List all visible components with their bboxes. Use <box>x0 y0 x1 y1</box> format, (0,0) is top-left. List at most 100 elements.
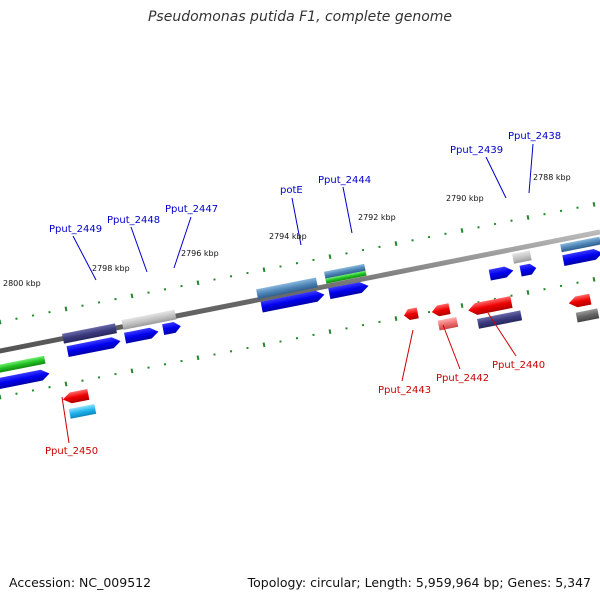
label-leader-line <box>401 329 414 382</box>
tick-lower <box>196 355 200 361</box>
tick-marks <box>0 201 596 400</box>
gene-bar-dark[interactable] <box>575 308 600 323</box>
gene-label-forward[interactable]: Pput_2439 <box>450 145 503 156</box>
gene-cds-arrow[interactable] <box>328 281 369 300</box>
tick-lower <box>246 346 249 350</box>
tick-upper <box>163 288 167 291</box>
tick-lower <box>31 389 35 392</box>
gene-bar-navy[interactable] <box>62 323 117 344</box>
kbp-label: 2800 kbp <box>3 279 41 288</box>
tick-lower <box>213 353 216 356</box>
kbp-label: 2796 kbp <box>181 249 219 258</box>
tick-upper <box>345 252 348 255</box>
tick-upper <box>559 209 563 213</box>
tick-lower <box>361 323 365 327</box>
kbp-labels: 2800 kbp 2798 kbp 2796 kbp 2794 kbp 2792 kbp… <box>3 173 571 288</box>
gene-label-forward[interactable]: Pput_2438 <box>508 131 561 142</box>
gene-bar-gray[interactable] <box>121 309 177 330</box>
gene-bar-steel[interactable] <box>256 277 318 300</box>
label-leader-line <box>528 143 534 194</box>
gene-label-forward[interactable]: Pput_2444 <box>318 175 371 186</box>
tick-upper <box>15 317 18 320</box>
gene-cds-arrow[interactable] <box>162 321 182 336</box>
gene-label-reverse[interactable]: Pput_2443 <box>378 385 431 396</box>
kbp-label: 2790 kbp <box>446 194 484 203</box>
gene-label-reverse[interactable]: Pput_2440 <box>492 360 545 371</box>
tick-lower <box>378 320 381 324</box>
tick-lower <box>81 379 84 382</box>
label-leader-line <box>485 156 507 199</box>
genome-stats: Topology: circular; Length: 5,959,964 bp… <box>247 575 591 590</box>
tick-lower <box>15 392 18 395</box>
gene-label-forward[interactable]: potE <box>280 185 303 196</box>
tick-lower <box>180 359 183 363</box>
tick-upper <box>510 219 513 222</box>
gene-label-forward[interactable]: Pput_2448 <box>107 215 160 226</box>
tick-upper <box>411 239 414 242</box>
tick-upper <box>246 271 249 275</box>
gene-bar-cyan[interactable] <box>68 403 97 419</box>
gene-cds-arrow[interactable] <box>467 296 513 316</box>
gene-label-reverse[interactable]: Pput_2450 <box>45 446 98 457</box>
gene-bar-gray[interactable] <box>512 250 532 264</box>
gene-bar-green[interactable] <box>325 270 367 284</box>
tick-lower <box>559 284 563 288</box>
gene-bar-steel[interactable] <box>323 263 366 279</box>
tick-upper <box>81 304 84 307</box>
gene-cds-arrow[interactable] <box>0 368 51 391</box>
tick-upper <box>0 319 2 325</box>
tick-lower <box>147 366 150 369</box>
gene-cds-arrow[interactable] <box>62 389 90 405</box>
tick-lower <box>345 327 348 330</box>
tick-lower <box>97 376 101 379</box>
tick-upper <box>592 201 596 207</box>
gene-bar-steel[interactable] <box>560 236 600 253</box>
tick-lower <box>460 303 464 308</box>
kbp-label: 2794 kbp <box>269 232 307 241</box>
gene-label-forward[interactable]: Pput_2447 <box>165 204 218 215</box>
gene-cds-arrow[interactable] <box>519 263 538 277</box>
label-leader-line <box>130 226 148 273</box>
tick-upper <box>576 206 579 209</box>
tick-lower <box>163 363 167 366</box>
tick-upper <box>493 222 497 226</box>
gene-cds-arrow[interactable] <box>562 247 600 266</box>
tick-upper <box>543 213 546 216</box>
gene-cds-arrow[interactable] <box>488 265 515 281</box>
tick-upper <box>295 262 299 265</box>
tick-upper <box>64 306 68 312</box>
label-leaders <box>61 143 534 444</box>
tick-upper <box>213 278 216 281</box>
gene-cds-arrow[interactable] <box>124 326 159 344</box>
tick-lower <box>394 316 398 321</box>
tick-upper <box>427 235 431 239</box>
tick-lower <box>0 394 2 400</box>
tick-upper <box>114 297 117 301</box>
kbp-label: 2798 kbp <box>92 264 130 273</box>
forward-genes <box>0 236 600 391</box>
tick-lower <box>114 372 117 376</box>
feature-track <box>0 236 600 419</box>
gene-bar-navy[interactable] <box>477 310 523 329</box>
tick-upper <box>97 301 101 304</box>
tick-upper <box>361 248 365 252</box>
label-leader-line <box>442 324 461 370</box>
gene-cds-arrow[interactable] <box>66 336 122 358</box>
gene-label-reverse[interactable]: Pput_2442 <box>436 373 489 384</box>
gene-bar-pink[interactable] <box>437 316 459 331</box>
tick-lower <box>592 276 596 282</box>
gene-cds-arrow[interactable] <box>260 289 326 313</box>
gene-cds-arrow[interactable] <box>403 307 419 321</box>
gene-bar-green[interactable] <box>0 355 46 374</box>
tick-upper <box>196 280 200 286</box>
gene-cds-arrow[interactable] <box>568 293 592 309</box>
gene-label-forward[interactable]: Pput_2449 <box>49 224 102 235</box>
gene-cds-arrow[interactable] <box>431 303 451 317</box>
tick-upper <box>312 258 315 262</box>
tick-lower <box>427 310 431 314</box>
tick-lower <box>328 329 332 335</box>
label-leader-line <box>487 312 517 357</box>
tick-upper <box>378 245 381 249</box>
tick-upper <box>130 293 134 299</box>
